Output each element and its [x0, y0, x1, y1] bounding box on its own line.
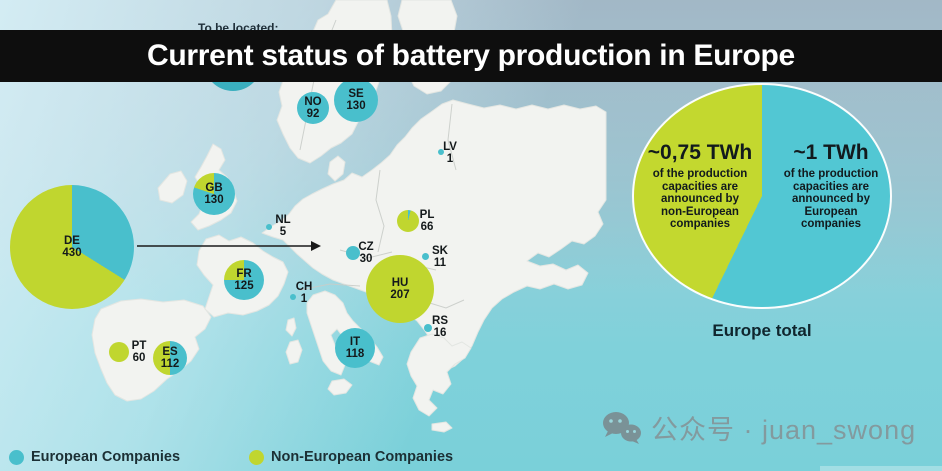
bubble-rs [424, 324, 432, 332]
title-banner: Current status of battery production in … [0, 30, 942, 82]
border-baltics [447, 103, 457, 171]
bubble-se-label: SE 130 [346, 88, 366, 112]
bubble-gb: GB 130 [193, 173, 235, 215]
bubble-pl-label: PL 66 [419, 209, 435, 233]
bubble-es: ES 112 [153, 341, 187, 375]
bottom-strip [820, 466, 942, 471]
europe-total-caption: Europe total [712, 321, 812, 340]
legend-dot-non-european [249, 449, 264, 465]
legend-item-european: European Companies [9, 449, 180, 465]
land-greece [406, 333, 472, 417]
watermark-text: 公众号 · juan_swong [651, 415, 917, 445]
border-alps [299, 283, 361, 291]
bubble-nl-label: NL 5 [275, 214, 291, 238]
bubble-nl [266, 224, 272, 230]
bubble-lv-label: LV 1 [443, 141, 457, 165]
bubble-gb-label: GB 130 [204, 182, 224, 206]
bubble-de: DE 430 [10, 185, 134, 309]
bubble-fr-label: FR 125 [234, 268, 254, 292]
page-title: Current status of battery production in … [147, 39, 795, 72]
bubble-se: SE 130 [334, 78, 378, 122]
bubble-hu: HU 207 [366, 255, 434, 323]
pie-label-european: ~1 TWh of the production capacities are … [756, 141, 906, 231]
bubble-lv [438, 149, 444, 155]
bubble-pt-label: PT 60 [131, 340, 147, 364]
de-arrow [137, 241, 321, 251]
non-european-twh: ~0,75 TWh [647, 141, 753, 164]
bubble-cz [346, 246, 360, 260]
bubble-rs-label: RS 16 [432, 315, 448, 339]
bubble-no: NO 92 [297, 92, 329, 124]
land-sicily [327, 378, 353, 396]
bubble-it: IT 118 [335, 328, 375, 368]
legend-label-european: European Companies [31, 449, 181, 465]
bubble-de-label: DE 430 [62, 235, 82, 259]
land-sardinia [285, 339, 303, 365]
bubble-no-label: NO 92 [304, 96, 322, 120]
bubble-cz-label: CZ 30 [358, 241, 374, 265]
europe-total-pie: ~0,75 TWh of the production capacities a… [632, 83, 892, 309]
bubble-sk [422, 253, 429, 260]
bubble-sk-label: SK 11 [432, 245, 448, 269]
bubble-ch [290, 294, 296, 300]
bubble-fr: FR 125 [224, 260, 264, 300]
bubble-it-label: IT 118 [345, 336, 365, 360]
legend-dot-european [9, 449, 24, 465]
wechat-icon [603, 411, 641, 444]
land-corsica [285, 317, 297, 337]
land-crete [431, 421, 453, 433]
land-ireland [157, 170, 188, 204]
bubble-hu-label: HU 207 [390, 277, 410, 301]
legend-label-non-european: Non-European Companies [271, 449, 454, 465]
european-twh: ~1 TWh [793, 141, 869, 164]
bubble-ch-label: CH 1 [295, 281, 313, 305]
bubble-pl [397, 210, 419, 232]
watermark: 公众号 · juan_swong [602, 408, 916, 447]
land-denmark [327, 155, 346, 182]
legend-item-non-european: Non-European Companies [249, 449, 453, 465]
bubble-pt [109, 342, 129, 362]
pie-label-non-european: ~0,75 TWh of the production capacities a… [625, 141, 775, 231]
border-de-pl [375, 169, 385, 253]
bubble-es-label: ES 112 [160, 346, 180, 370]
